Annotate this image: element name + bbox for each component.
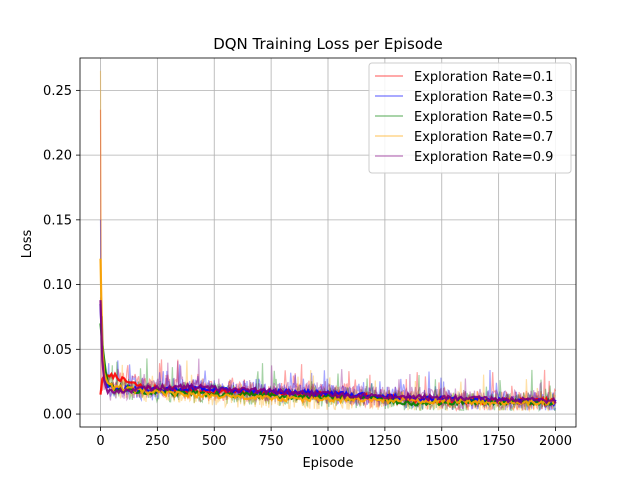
x-tick-label: 750: [259, 434, 284, 449]
y-tick-label: 0.15: [43, 213, 72, 228]
x-tick-label: 2000: [539, 434, 572, 449]
x-tick-label: 500: [202, 434, 227, 449]
x-axis-label: Episode: [302, 456, 353, 471]
legend-label: Exploration Rate=0.9: [414, 150, 553, 165]
legend-label: Exploration Rate=0.3: [414, 90, 553, 105]
chart-title: DQN Training Loss per Episode: [213, 35, 443, 53]
x-tick-label: 0: [96, 434, 104, 449]
legend-label: Exploration Rate=0.7: [414, 130, 553, 145]
x-tick-label: 1750: [482, 434, 515, 449]
series-smoothed-line: [99, 258, 557, 408]
y-tick-label: 0.05: [43, 343, 72, 358]
y-tick-label: 0.10: [43, 278, 72, 293]
x-tick-label: 1500: [425, 434, 458, 449]
legend-label: Exploration Rate=0.1: [414, 70, 553, 85]
plot-frame: [79, 57, 577, 428]
x-tick-label: 1000: [311, 434, 344, 449]
x-tick-label: 1250: [368, 434, 401, 449]
y-axis-label: Loss: [20, 230, 35, 259]
x-tick-label: 250: [145, 434, 170, 449]
smoothed-series-group: [99, 258, 557, 408]
series-smoothed-line: [99, 300, 557, 405]
y-tick-label: 0.20: [43, 149, 72, 164]
legend-box: [368, 62, 572, 174]
legend: Exploration Rate=0.1 Exploration Rate=0.3…: [368, 62, 572, 174]
legend-label: Exploration Rate=0.5: [414, 110, 553, 125]
y-tick-label: 0.25: [43, 84, 72, 99]
y-tick-label: 0.00: [43, 408, 72, 423]
